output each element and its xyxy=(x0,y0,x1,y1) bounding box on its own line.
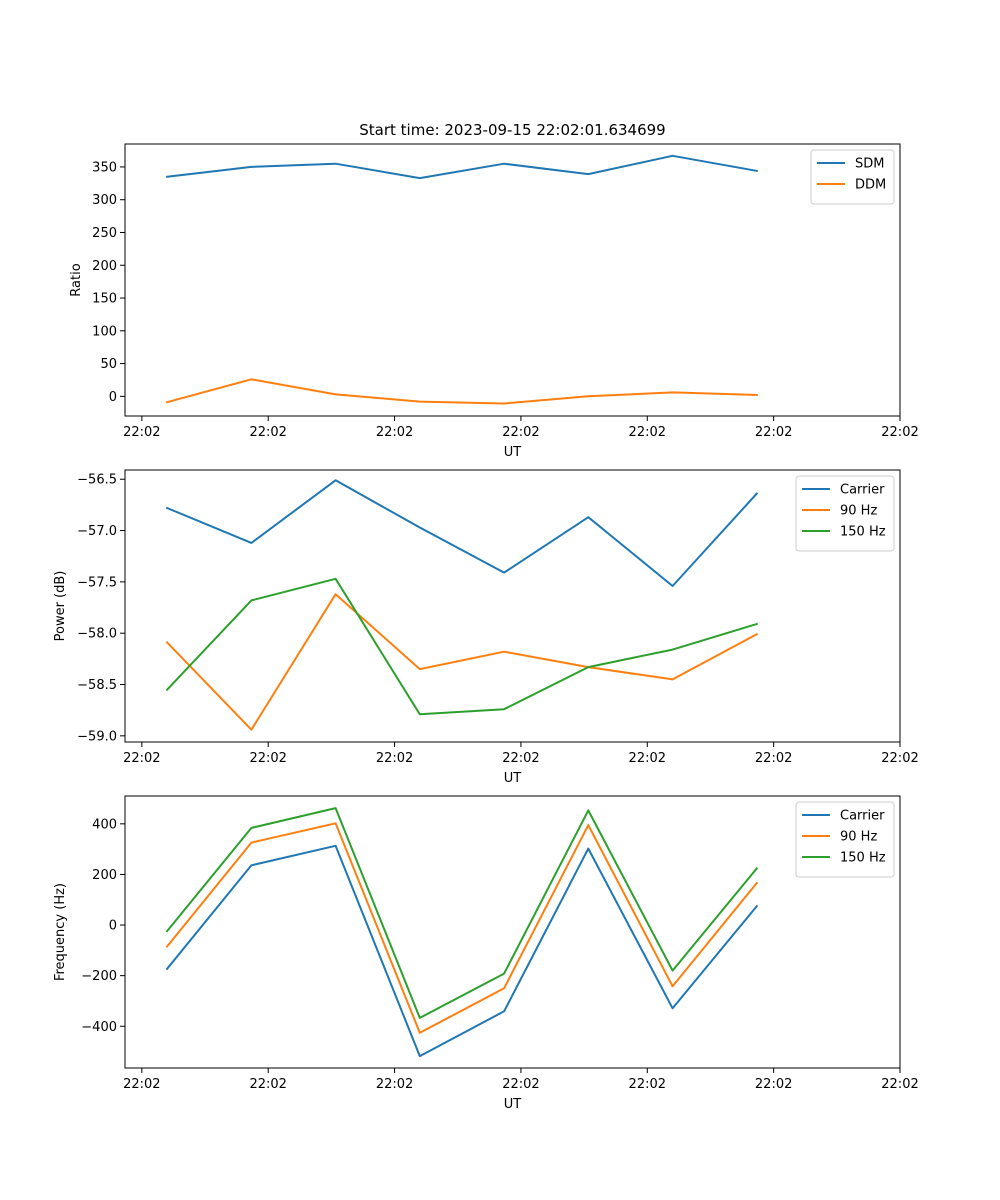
y-tick-label: −59.0 xyxy=(77,729,117,744)
legend-entry-label: SDM xyxy=(855,157,884,172)
y-axis-ticks: 0 50 100 150 200 250 300 350 xyxy=(92,160,125,405)
axes-frame xyxy=(124,469,901,743)
legend: SDM DDM xyxy=(810,149,895,205)
y-axis-ticks: −59.0 −58.5 −58.0 −57.5 −57.0 −56.5 xyxy=(77,473,125,744)
legend-box xyxy=(795,475,895,552)
series-lines xyxy=(165,807,759,1058)
series-lines xyxy=(165,154,758,405)
y-axis-ticks: −400 −200 0 200 400 xyxy=(81,817,125,1035)
series-line-90-hz xyxy=(165,593,759,731)
y-tick-label: 200 xyxy=(92,868,117,883)
y-tick-label: 100 xyxy=(92,324,117,339)
legend-box xyxy=(795,801,895,878)
y-tick-label: 400 xyxy=(92,817,117,832)
x-tick-label: 22:02 xyxy=(755,425,792,440)
x-axis-label: UT xyxy=(504,771,522,786)
x-tick-label: 22:02 xyxy=(629,1077,666,1092)
y-axis-label: Ratio xyxy=(69,263,84,296)
x-axis-label: UT xyxy=(504,445,522,460)
x-axis-ticks: 22:02 22:02 22:02 22:02 22:02 22:02 22:02 xyxy=(123,416,919,440)
y-tick-label: 150 xyxy=(92,292,117,307)
x-tick-label: 22:02 xyxy=(123,1077,160,1092)
x-tick-label: 22:02 xyxy=(249,425,286,440)
x-tick-label: 22:02 xyxy=(629,751,666,766)
x-tick-label: 22:02 xyxy=(881,1077,918,1092)
legend-entry-label: DDM xyxy=(855,178,886,193)
series-line-90-hz xyxy=(165,822,759,1034)
x-tick-label: 22:02 xyxy=(123,425,160,440)
series-line-ddm xyxy=(165,378,758,405)
x-tick-label: 22:02 xyxy=(376,751,413,766)
legend-entry-label: 90 Hz xyxy=(840,830,877,845)
y-tick-label: 200 xyxy=(92,259,117,274)
x-tick-label: 22:02 xyxy=(755,751,792,766)
series-line-carrier xyxy=(165,479,759,587)
chart-panels: 22:02 22:02 22:02 22:02 22:02 22:02 22:02 0 50 10… xyxy=(53,121,919,1112)
legend: Carrier 90 Hz 150 Hz xyxy=(795,801,895,878)
x-tick-label: 22:02 xyxy=(881,751,918,766)
y-tick-label: 0 xyxy=(109,919,117,934)
x-tick-label: 22:02 xyxy=(502,751,539,766)
y-tick-label: −400 xyxy=(81,1020,117,1035)
y-axis-label: Power (dB) xyxy=(53,571,68,642)
x-tick-label: 22:02 xyxy=(755,1077,792,1092)
x-axis-label: UT xyxy=(504,1097,522,1112)
x-tick-label: 22:02 xyxy=(249,751,286,766)
x-tick-label: 22:02 xyxy=(502,425,539,440)
axes-frame xyxy=(124,795,901,1069)
legend-entry-label: 150 Hz xyxy=(840,525,886,540)
chart-panel-2: 22:02 22:02 22:02 22:02 22:02 22:02 22:02 −59.0… xyxy=(53,469,919,786)
y-tick-label: 250 xyxy=(92,226,117,241)
x-tick-label: 22:02 xyxy=(249,1077,286,1092)
legend-entry-label: 150 Hz xyxy=(840,851,886,866)
x-tick-label: 22:02 xyxy=(123,751,160,766)
chart-panel-1: 22:02 22:02 22:02 22:02 22:02 22:02 22:02 0 50 10… xyxy=(69,121,919,460)
x-tick-label: 22:02 xyxy=(629,425,666,440)
series-line-sdm xyxy=(165,154,758,180)
legend-entry-label: Carrier xyxy=(840,809,885,824)
x-tick-label: 22:02 xyxy=(502,1077,539,1092)
y-axis-label: Frequency (Hz) xyxy=(53,883,68,981)
x-axis-ticks: 22:02 22:02 22:02 22:02 22:02 22:02 22:02 xyxy=(123,742,919,766)
chart-title: Start time: 2023-09-15 22:02:01.634699 xyxy=(359,121,665,139)
chart-panel-3: 22:02 22:02 22:02 22:02 22:02 22:02 22:02−400−… xyxy=(53,795,919,1112)
y-tick-label: −58.5 xyxy=(77,678,117,693)
x-axis-ticks: 22:02 22:02 22:02 22:02 22:02 22:02 22:02 xyxy=(123,1068,919,1092)
legend: Carrier 90 Hz 150 Hz xyxy=(795,475,895,552)
series-lines xyxy=(165,479,759,731)
y-tick-label: −57.0 xyxy=(77,524,117,539)
axes-frame xyxy=(124,143,901,417)
y-tick-label: 50 xyxy=(100,357,117,372)
x-tick-label: 22:02 xyxy=(881,425,918,440)
legend-entry-label: 90 Hz xyxy=(840,504,877,519)
x-tick-label: 22:02 xyxy=(376,425,413,440)
series-line-150-hz xyxy=(165,807,759,1019)
legend-entry-label: Carrier xyxy=(840,483,885,498)
y-tick-label: −56.5 xyxy=(77,473,117,488)
y-tick-label: −200 xyxy=(81,969,117,984)
x-tick-label: 22:02 xyxy=(376,1077,413,1092)
series-line-150-hz xyxy=(165,577,759,716)
y-tick-label: −57.5 xyxy=(77,575,117,590)
y-tick-label: 350 xyxy=(92,160,117,175)
y-tick-label: −58.0 xyxy=(77,627,117,642)
series-line-carrier xyxy=(165,844,759,1058)
y-tick-label: 300 xyxy=(92,193,117,208)
y-tick-label: 0 xyxy=(109,390,117,405)
